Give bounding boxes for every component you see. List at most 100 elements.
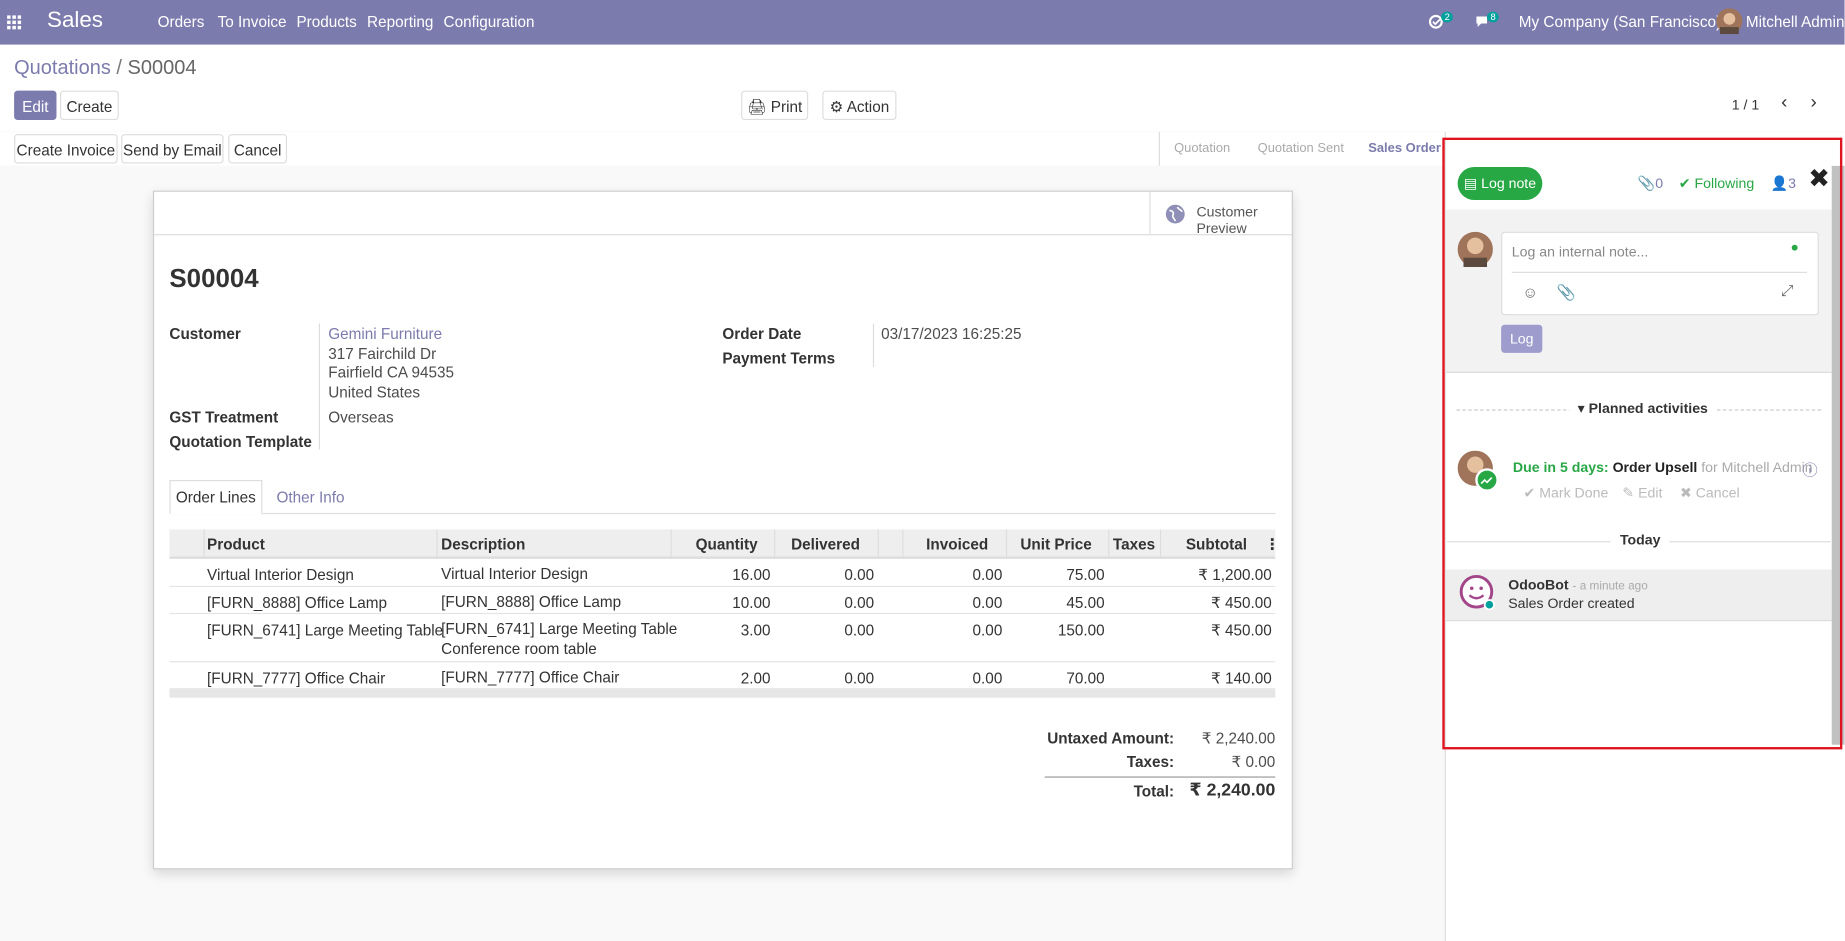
activity-info[interactable]: ⓘ [1802, 461, 1818, 479]
log-note-label: Log note [1481, 175, 1537, 192]
mark-done-label: Mark Done [1539, 484, 1609, 502]
message-author[interactable]: OdooBot [1508, 576, 1569, 593]
field-label: Payment Terms [722, 349, 836, 368]
attachments-button[interactable]: 📎0 [1637, 175, 1664, 192]
cell-subtotal: ₹ 140.00 [1210, 669, 1272, 688]
menu-item[interactable]: Products [296, 12, 357, 31]
field-label: Customer [169, 324, 241, 343]
activity-icon[interactable] [1428, 14, 1443, 29]
attach-button[interactable]: 📎 [1556, 283, 1576, 302]
edit-label: Edit [1638, 484, 1663, 502]
edit-activity-button[interactable]: ✎ Edit [1622, 484, 1663, 502]
column-separators [203, 529, 1162, 559]
cell-quantity: 10.00 [732, 594, 771, 612]
customer-link[interactable]: Gemini Furniture [328, 324, 443, 343]
mark-done-button[interactable]: ✔ Mark Done [1523, 484, 1609, 502]
field-label: GST Treatment [169, 408, 279, 426]
cell-delivered: 0.00 [844, 621, 875, 639]
field-divider [318, 323, 320, 450]
column-header[interactable]: Quantity [695, 535, 758, 553]
follower-count: 3 [1788, 175, 1797, 192]
emoji-button[interactable]: ☺ [1522, 283, 1538, 302]
column-header[interactable]: Product [207, 535, 265, 553]
company-switcher[interactable]: My Company (San Francisco) [1518, 12, 1722, 31]
divider [1158, 131, 1160, 166]
total-separator [1044, 776, 1276, 778]
following-button[interactable]: ✔ Following [1678, 175, 1755, 192]
cell-quantity: 3.00 [740, 621, 771, 639]
table-row[interactable] [169, 614, 1276, 663]
pager-next[interactable]: › [1810, 92, 1817, 113]
odoobot-avatar [1459, 574, 1495, 611]
breadcrumb-parent[interactable]: Quotations [14, 56, 111, 79]
table-row[interactable] [169, 587, 1276, 615]
send-email-button[interactable]: Send by Email [121, 134, 224, 164]
create-invoice-button[interactable]: Create Invoice [14, 134, 118, 164]
menu-item[interactable]: Reporting [367, 12, 434, 31]
divider [1149, 191, 1151, 235]
column-header[interactable]: Invoiced [926, 535, 989, 553]
column-options[interactable]: ⋮ [1264, 535, 1280, 553]
date-label: Today [1610, 531, 1670, 549]
table-row[interactable] [169, 662, 1276, 690]
tab[interactable]: Other Info [276, 488, 345, 506]
highlight-box [1442, 137, 1843, 750]
column-header[interactable]: Taxes [1112, 535, 1156, 553]
messages-icon[interactable] [1475, 14, 1491, 29]
cell-product: [FURN_7777] Office Chair [207, 669, 386, 688]
column-header[interactable]: Subtotal [1185, 535, 1248, 553]
print-button[interactable]: 🖨 Print [741, 90, 809, 120]
composer-input[interactable] [1501, 231, 1819, 316]
column-header[interactable]: Description [441, 535, 526, 553]
globe-icon [1165, 204, 1185, 224]
activity-summary[interactable]: Order Upsell [1612, 458, 1698, 476]
cell-description: [FURN_6741] Large Meeting Table Conferen… [441, 619, 678, 658]
menu-item[interactable]: To Invoice [217, 12, 287, 31]
menu-item[interactable]: Orders [157, 12, 205, 31]
tab-active[interactable]: Order Lines [169, 479, 263, 515]
planned-activities-toggle[interactable]: ▾ Planned activities [1569, 399, 1717, 417]
cell-description: [FURN_7777] Office Chair [441, 668, 620, 686]
stage[interactable]: Quotation Sent [1257, 141, 1344, 156]
app-name[interactable]: Sales [47, 8, 103, 33]
followers-button[interactable]: 👤3 [1770, 175, 1797, 192]
tabs-border [169, 512, 1276, 515]
expand-button[interactable]: ⤢ [1781, 281, 1794, 299]
table-row[interactable] [169, 559, 1276, 588]
total-value: ₹ 2,240.00 [1189, 779, 1276, 800]
cell-product: Virtual Interior Design [207, 565, 354, 584]
user-avatar[interactable] [1716, 8, 1743, 35]
table-footer [169, 689, 1276, 698]
button-box-border [154, 234, 1292, 236]
total-label: Total: [1133, 782, 1175, 800]
apps-icon[interactable] [7, 15, 22, 30]
cancel-activity-button[interactable]: ✖ Cancel [1679, 484, 1740, 502]
pager-prev[interactable]: ‹ [1781, 92, 1788, 113]
table-header [169, 529, 1276, 559]
menu-item[interactable]: Configuration [443, 12, 535, 31]
message-time: - a minute ago [1572, 579, 1648, 593]
log-note-button[interactable]: ▤ Log note [1457, 167, 1543, 200]
attachment-count: 0 [1655, 175, 1664, 192]
log-button[interactable]: Log [1501, 324, 1543, 353]
column-header[interactable]: Unit Price [1020, 535, 1092, 553]
create-button[interactable]: Create [59, 90, 119, 120]
customer-preview-button[interactable]: Customer Preview [1196, 203, 1258, 237]
order-name: S00004 [169, 263, 259, 293]
action-button[interactable]: ⚙ Action [822, 90, 897, 120]
stage[interactable]: Quotation [1174, 141, 1231, 156]
print-label: Print [770, 97, 803, 116]
edit-button[interactable]: Edit [14, 90, 57, 120]
activity-avatar [1457, 450, 1499, 492]
cancel-button[interactable]: Cancel [228, 134, 288, 164]
close-button[interactable]: ✖ [1808, 163, 1830, 193]
cell-invoiced: 0.00 [972, 621, 1003, 639]
user-menu[interactable]: Mitchell Admin [1745, 12, 1845, 31]
address-line: 317 Fairchild Dr [328, 344, 437, 363]
activity-badge: 2 [1441, 11, 1454, 23]
composer-avatar [1457, 231, 1493, 268]
column-header[interactable]: Delivered [791, 535, 860, 553]
stage-active: Sales Order [1368, 141, 1441, 156]
